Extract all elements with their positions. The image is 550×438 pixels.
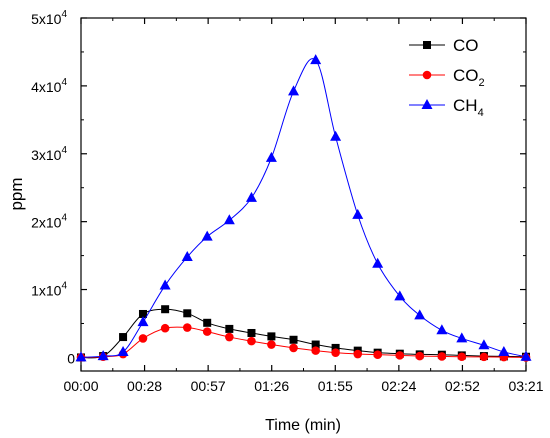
data-point — [288, 85, 300, 96]
data-point — [520, 350, 532, 361]
data-point — [137, 316, 149, 327]
data-point — [372, 257, 384, 268]
data-point — [138, 334, 148, 343]
legend-marker — [423, 41, 431, 49]
data-point — [373, 350, 382, 360]
data-point — [203, 318, 212, 327]
x-tick-label: 00:28 — [127, 378, 162, 394]
legend-entry: CO2 — [409, 66, 485, 89]
y-tick-label: 1x104 — [31, 281, 67, 299]
data-point — [138, 309, 147, 318]
legend: CO CO2 CH4 — [409, 36, 485, 119]
series-ch4 — [75, 54, 532, 362]
data-point — [267, 332, 276, 341]
x-axis-label: Time (min) — [265, 417, 341, 434]
data-point — [331, 343, 340, 352]
data-point — [394, 290, 406, 301]
data-point — [161, 305, 170, 314]
data-point — [457, 352, 467, 362]
data-point — [223, 214, 235, 225]
y-tick-label: 5x104 — [31, 9, 67, 27]
series-co2 — [76, 323, 531, 362]
data-point — [245, 191, 257, 202]
data-point — [289, 335, 298, 344]
x-tick-label: 01:26 — [254, 378, 289, 394]
y-axis-label: ppm — [7, 177, 26, 210]
data-point — [183, 309, 192, 318]
y-tick-label: 4x104 — [31, 77, 67, 95]
data-point — [225, 324, 234, 333]
legend-marker — [421, 99, 433, 109]
legend-entry: CO — [409, 36, 479, 55]
series-line — [80, 308, 527, 359]
data-point — [437, 352, 447, 361]
legend-label: CO — [453, 36, 479, 55]
x-tick-label: 02:24 — [381, 378, 416, 394]
data-point — [311, 340, 320, 349]
series-line — [80, 58, 527, 358]
data-point — [436, 324, 448, 335]
data-point — [181, 250, 193, 261]
legend-marker — [422, 70, 432, 80]
y-tick-label: 3x104 — [31, 145, 67, 163]
data-point — [456, 332, 468, 343]
data-point — [414, 309, 426, 320]
data-point — [247, 336, 256, 346]
data-point — [265, 151, 277, 162]
y-tick-label: 2x104 — [31, 213, 67, 231]
data-point — [247, 328, 256, 337]
data-point — [117, 345, 129, 356]
x-tick-label: 03:21 — [508, 378, 543, 394]
data-point — [310, 54, 322, 65]
data-point — [202, 327, 212, 336]
data-point — [267, 340, 276, 349]
data-point — [119, 333, 128, 342]
series-layer — [75, 54, 532, 362]
data-point — [225, 332, 234, 342]
x-tick-label: 00:57 — [191, 378, 226, 394]
series-line — [80, 326, 527, 358]
data-point — [330, 130, 342, 141]
x-tick-label: 01:55 — [318, 378, 353, 394]
axis-ticks: 0 1x104 2x104 3x104 4x104 5x104 00:00 00:28 00:5… — [31, 9, 544, 394]
data-point — [352, 208, 364, 219]
data-point — [201, 230, 213, 241]
data-point — [160, 323, 170, 333]
data-point — [353, 349, 363, 359]
data-point — [182, 323, 192, 332]
legend-entry: CH4 — [409, 96, 484, 119]
legend-label: CH4 — [453, 96, 484, 119]
legend-label: CO2 — [453, 66, 485, 89]
data-point — [498, 345, 510, 356]
data-point — [159, 279, 171, 290]
x-tick-label: 00:00 — [63, 378, 98, 394]
data-point — [479, 352, 489, 362]
data-point — [415, 351, 425, 361]
data-point — [75, 351, 87, 362]
data-point — [311, 346, 320, 355]
x-tick-label: 02:52 — [445, 378, 480, 394]
data-point — [289, 343, 298, 353]
data-point — [97, 350, 109, 361]
y-tick-label: 0 — [67, 350, 75, 366]
data-point — [478, 339, 490, 350]
data-point — [395, 351, 405, 360]
data-point — [331, 348, 340, 357]
